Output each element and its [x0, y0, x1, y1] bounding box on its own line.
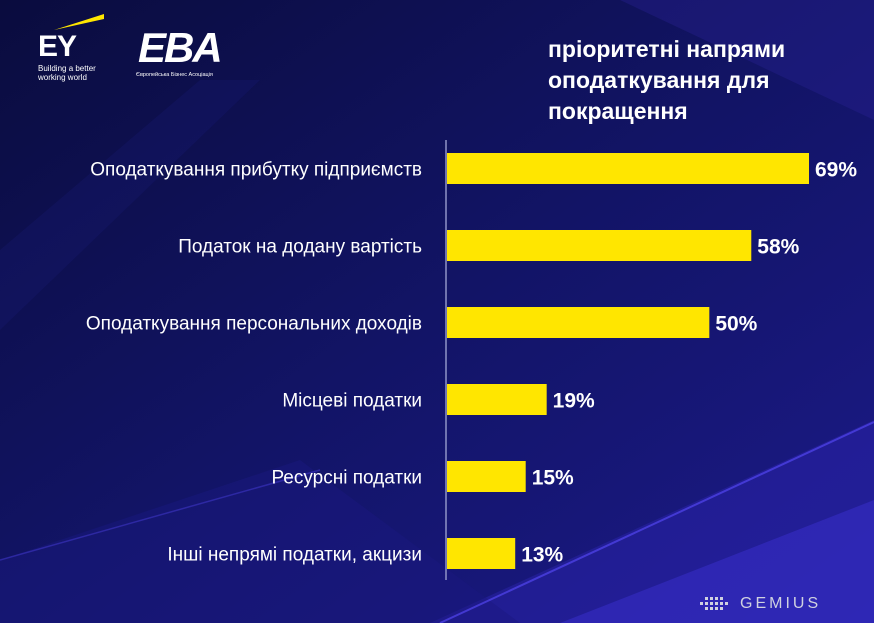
ey-logo: EY Building a better working world	[38, 14, 128, 84]
category-label: Ресурсні податки	[271, 468, 422, 489]
value-label: 69%	[815, 159, 857, 182]
value-label: 15%	[532, 467, 574, 490]
category-label: Інші непрямі податки, акцизи	[167, 545, 422, 566]
category-label: Оподаткування прибутку підприємств	[90, 160, 422, 181]
chart-title: пріоритетні напрями оподаткування для по…	[548, 36, 786, 124]
ey-logo-letters: EY	[38, 30, 77, 63]
value-label: 58%	[757, 236, 799, 259]
ey-beam-icon	[54, 14, 104, 30]
value-label: 13%	[521, 544, 563, 567]
bar	[447, 384, 547, 415]
bar	[447, 538, 516, 569]
gemius-logo: GEMIUS	[700, 594, 821, 614]
eba-logo: EBA Європейська Бізнес Асоціація	[132, 26, 247, 82]
category-label: Місцеві податки	[282, 391, 422, 412]
ey-logo-tagline: Building a better working world	[38, 64, 96, 82]
value-label: 50%	[715, 313, 757, 336]
bar	[447, 230, 752, 261]
gemius-brand: GEMIUS	[740, 595, 822, 612]
category-label: Податок на додану вартість	[178, 237, 422, 258]
eba-logo-letters: EBA	[138, 24, 223, 71]
gemius-dots-icon	[700, 597, 728, 610]
bar	[447, 153, 809, 184]
bar	[447, 461, 526, 492]
bar	[447, 307, 710, 338]
category-label: Оподаткування персональних доходів	[86, 314, 422, 335]
eba-logo-subtitle: Європейська Бізнес Асоціація	[136, 72, 213, 78]
value-label: 19%	[553, 390, 595, 413]
